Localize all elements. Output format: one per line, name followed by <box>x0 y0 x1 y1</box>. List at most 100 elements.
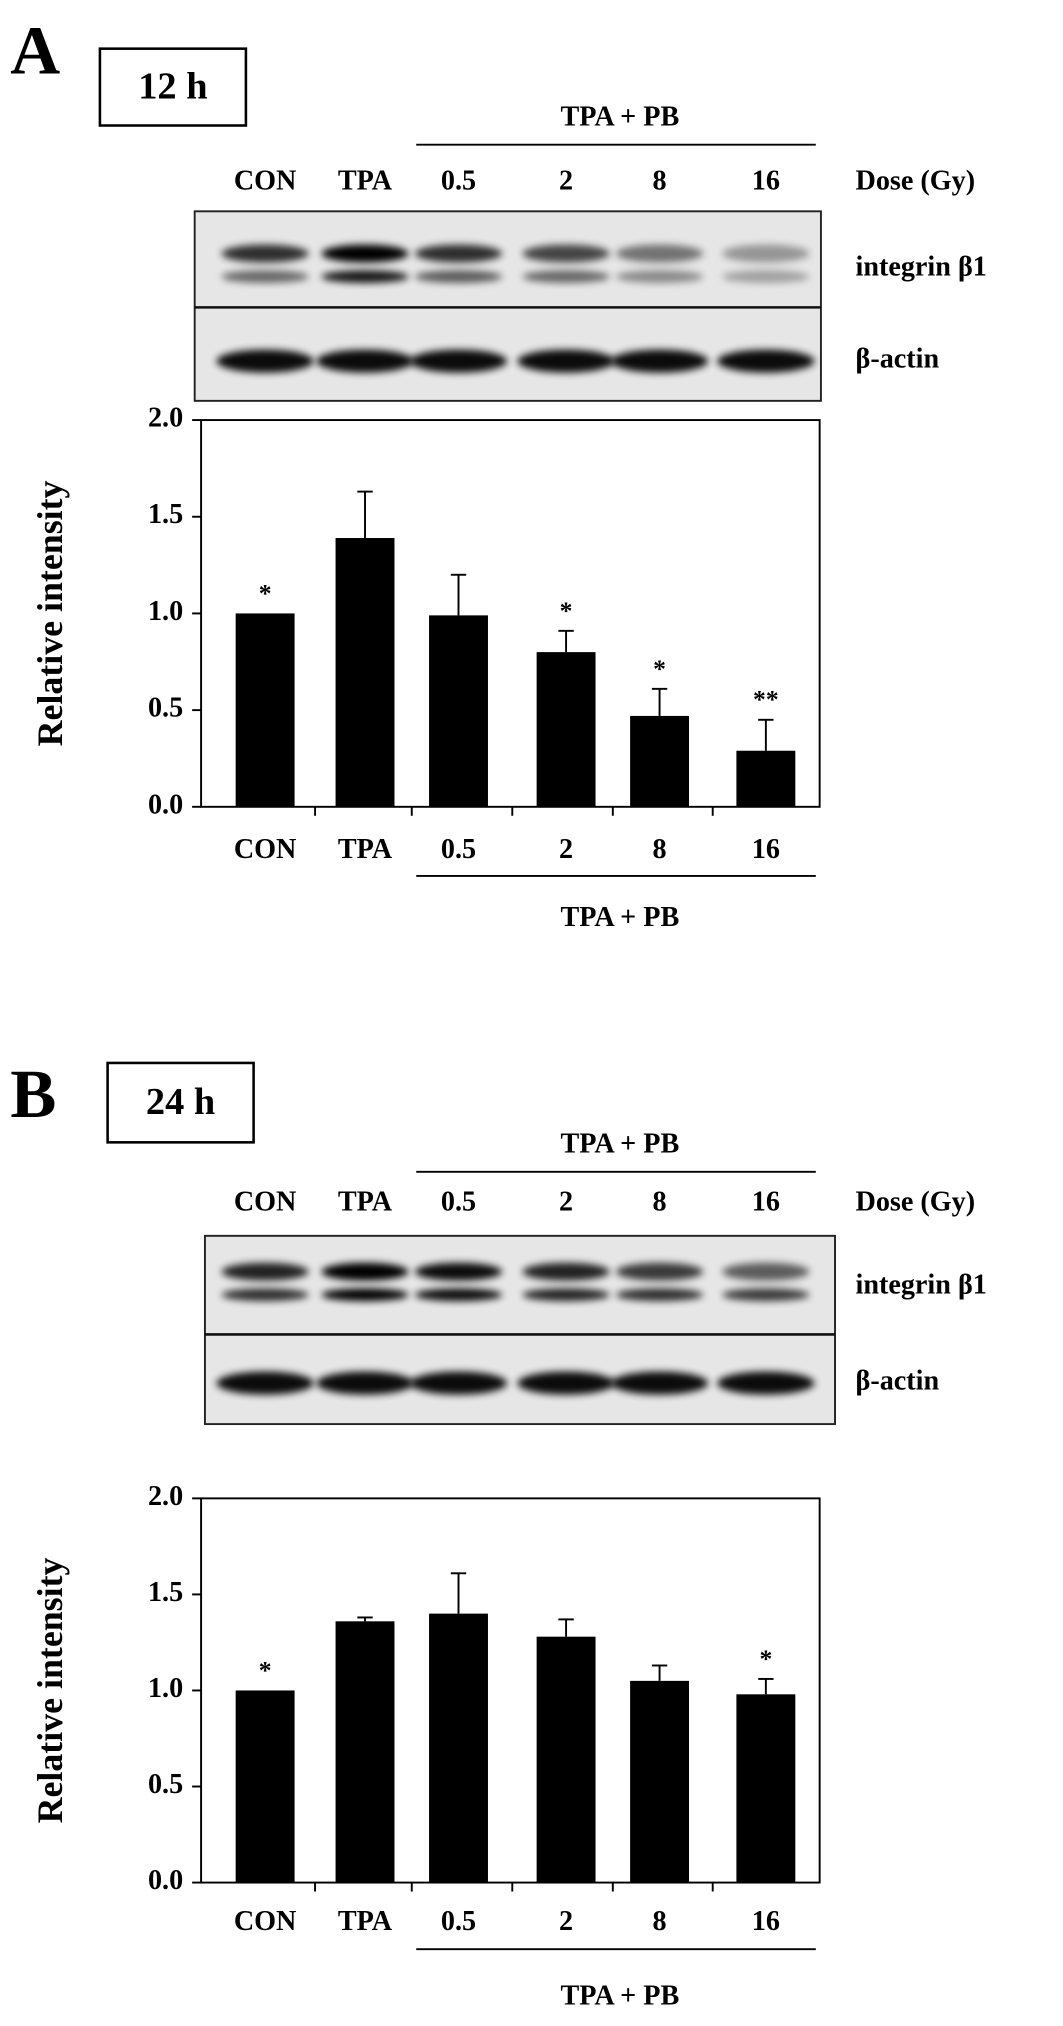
dose-label: Dose (Gy) <box>856 1186 976 1217</box>
y-tick-label: 2.0 <box>148 403 183 434</box>
group-label-bottom: TPA + PB <box>560 1980 679 2011</box>
blot-band <box>414 270 503 284</box>
panel-label: A <box>10 12 60 89</box>
blot-band <box>616 1288 704 1302</box>
y-tick-label: 0.0 <box>148 789 183 820</box>
y-tick-label: 0.0 <box>148 1865 183 1896</box>
blot-band <box>616 270 704 284</box>
blot-band <box>522 244 610 263</box>
bar <box>429 615 488 807</box>
x-tick-label: 8 <box>653 834 667 865</box>
lane-label: 8 <box>653 166 667 197</box>
blot-band <box>216 1371 314 1395</box>
blot-band <box>616 244 704 263</box>
blot-band <box>409 349 508 373</box>
x-tick-label: 8 <box>653 1906 667 1937</box>
y-tick-label: 1.5 <box>148 1577 183 1608</box>
blot-band <box>414 1288 503 1302</box>
blot-band <box>722 1262 810 1281</box>
blot-frame <box>203 1234 836 1426</box>
blot-band <box>610 349 709 373</box>
lane-label: 16 <box>752 166 780 197</box>
bar <box>736 750 796 807</box>
time-label: 24 h <box>146 1081 215 1123</box>
bar <box>235 613 295 807</box>
blot-label: β-actin <box>856 344 940 375</box>
blot-band <box>610 1371 709 1395</box>
blot-band <box>616 1262 704 1281</box>
blot-band <box>522 1262 610 1281</box>
blot-band <box>722 244 810 263</box>
blot-band <box>414 244 503 263</box>
blot-band <box>321 270 409 284</box>
y-tick-label: 1.5 <box>148 499 183 530</box>
blot-band <box>321 244 409 263</box>
blot-band <box>216 349 314 373</box>
y-tick-label: 0.5 <box>148 693 183 724</box>
blot-band <box>414 1262 503 1281</box>
group-label-bottom: TPA + PB <box>560 902 679 933</box>
significance: ** <box>753 685 779 714</box>
bar <box>429 1613 488 1883</box>
blot-band <box>321 1288 409 1302</box>
blot-band <box>517 349 615 373</box>
significance: * <box>259 578 272 607</box>
significance: * <box>560 596 573 625</box>
lane-label: 16 <box>752 1186 780 1217</box>
x-tick-label: 16 <box>752 834 780 865</box>
x-tick-label: 0.5 <box>441 1906 476 1937</box>
significance: * <box>653 654 666 683</box>
group-label-top: TPA + PB <box>560 102 679 133</box>
lane-label: 8 <box>653 1186 667 1217</box>
significance: * <box>259 1655 272 1684</box>
blot-band <box>722 270 810 284</box>
x-tick-label: TPA <box>338 1906 393 1937</box>
bar <box>235 1690 295 1883</box>
blot-label: integrin β1 <box>856 1270 987 1301</box>
bar <box>630 715 690 807</box>
lane-label: 2 <box>559 1186 573 1217</box>
x-tick-label: TPA <box>338 834 393 865</box>
dose-label: Dose (Gy) <box>856 166 976 197</box>
blot-band <box>316 1371 414 1395</box>
lane-label: TPA <box>338 166 393 197</box>
lane-label: 2 <box>559 166 573 197</box>
y-axis-label: Relative intensity <box>30 480 70 746</box>
bar <box>536 652 596 807</box>
x-tick-label: 0.5 <box>441 834 476 865</box>
y-axis-label: Relative intensity <box>30 1557 70 1823</box>
blot-band <box>409 1371 508 1395</box>
y-tick-label: 2.0 <box>148 1481 183 1512</box>
bar <box>335 538 395 807</box>
y-tick-label: 0.5 <box>148 1769 183 1800</box>
blot-band <box>221 1262 309 1281</box>
lane-label: CON <box>234 1186 297 1217</box>
x-tick-label: 2 <box>559 1906 573 1937</box>
y-tick-label: 1.0 <box>148 1673 183 1704</box>
lane-label: CON <box>234 166 297 197</box>
blot-band <box>522 1288 610 1302</box>
y-tick-label: 1.0 <box>148 596 183 627</box>
x-tick-label: CON <box>234 1906 297 1937</box>
blot-band <box>722 1288 810 1302</box>
x-tick-label: 2 <box>559 834 573 865</box>
x-tick-label: 16 <box>752 1906 780 1937</box>
blot-band <box>717 349 815 373</box>
blot-band <box>517 1371 615 1395</box>
time-box <box>98 47 248 127</box>
bar <box>630 1680 690 1883</box>
blot-band <box>522 270 610 284</box>
lane-label: 0.5 <box>441 1186 476 1217</box>
group-label-top: TPA + PB <box>560 1129 679 1160</box>
blot-band <box>717 1371 815 1395</box>
lane-label: 0.5 <box>441 166 476 197</box>
panel-label: B <box>10 1055 56 1132</box>
lane-label: TPA <box>338 1186 393 1217</box>
bar <box>536 1636 596 1883</box>
bar <box>335 1621 395 1883</box>
blot-band <box>221 244 309 263</box>
x-tick-label: CON <box>234 834 297 865</box>
blot-band <box>316 349 414 373</box>
bar <box>736 1694 796 1883</box>
